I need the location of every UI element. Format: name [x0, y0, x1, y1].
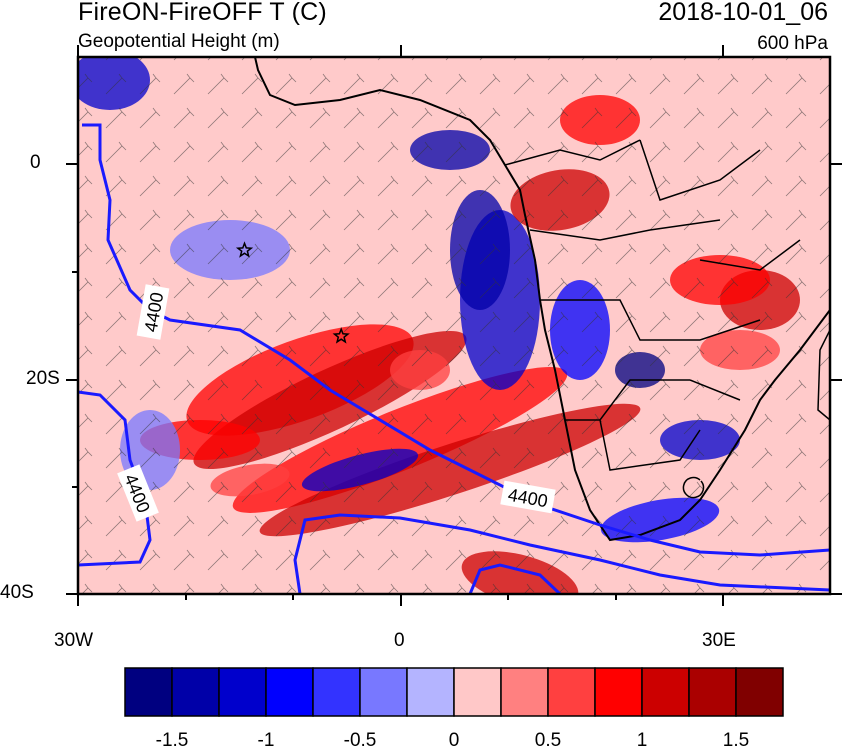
colorbar-bin [124, 667, 173, 717]
colorbar-bin [453, 667, 502, 717]
colorbar-bin [218, 667, 267, 717]
map-datetime: 2018-10-01_06 [658, 0, 828, 26]
lat-label-0: 0 [30, 152, 41, 173]
colorbar-tick-label: -1 [257, 730, 275, 751]
colorbar-tick-label: 0.5 [534, 730, 562, 751]
colorbar-bin [688, 667, 737, 717]
height-contour [293, 513, 830, 594]
colorbar-tick-label: -1.5 [155, 730, 189, 751]
lat-label-40s: 40S [0, 582, 34, 603]
colorbar-bin [406, 667, 455, 717]
star-marker [332, 327, 350, 344]
colorbar-bin [265, 667, 314, 717]
star-marker [235, 241, 254, 258]
lon-label-30w: 30W [54, 630, 94, 651]
colorbar-bin [359, 667, 408, 717]
map-frame [76, 55, 832, 596]
colorbar-tick-label: 1 [636, 730, 648, 751]
pressure-level: 600 hPa [757, 33, 828, 54]
lon-label-30e: 30E [702, 630, 736, 651]
colorbar-tick-label: 1.5 [722, 730, 750, 751]
colorbar-bin [500, 667, 549, 717]
height-contour [468, 563, 562, 594]
colorbar-bin [735, 667, 784, 717]
colorbar-tick-label: -0.5 [343, 730, 377, 751]
map-subtitle: Geopotential Height (m) [78, 31, 280, 52]
colorbar-bin [594, 667, 643, 717]
africa-coastline [254, 57, 830, 542]
contour-label: 4400 [136, 284, 170, 340]
colorbar [124, 667, 784, 717]
map-title: FireON-FireOFF T (C) [78, 0, 327, 26]
height-contour [82, 123, 830, 557]
colorbar-bin [547, 667, 596, 717]
lon-label-0: 0 [394, 630, 405, 651]
map-plot-area: 4400 4400 4400 [78, 57, 830, 594]
country-borders [504, 139, 801, 499]
lat-label-20s: 20S [26, 368, 60, 389]
axis-ticks [66, 45, 842, 606]
colorbar-tick-label: 0 [448, 730, 460, 751]
colorbar-bin [171, 667, 220, 717]
colorbar-bin [641, 667, 690, 717]
madagascar [817, 329, 830, 421]
colorbar-bin [312, 667, 361, 717]
